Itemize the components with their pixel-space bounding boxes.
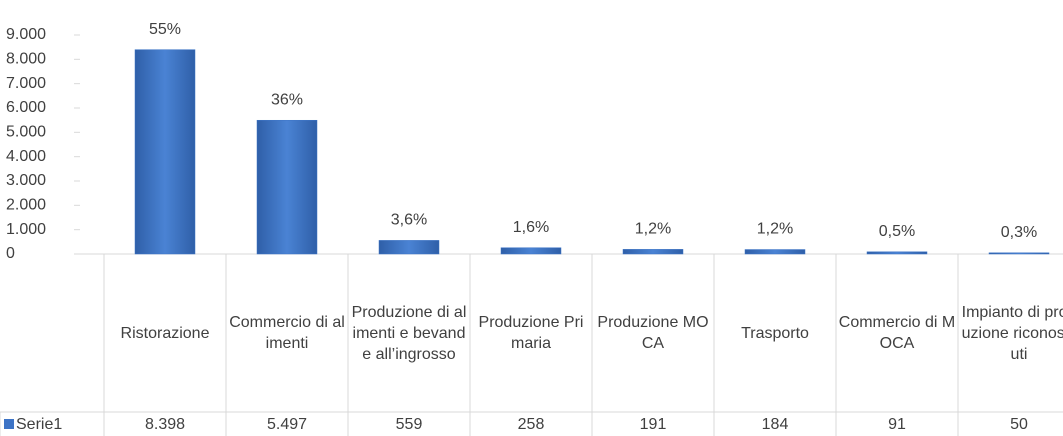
table-value: 8.398 <box>145 416 185 433</box>
percent-label: 55% <box>149 21 181 38</box>
category-label: Ristorazione <box>120 324 210 342</box>
y-tick-label: 9.000 <box>6 26 46 43</box>
category-label: Produzione Primaria <box>478 314 584 352</box>
percent-label: 0,3% <box>1001 224 1037 241</box>
category-label: Produzione di alimenti e bevande all’ing… <box>351 303 467 363</box>
bar <box>500 247 562 255</box>
table-value: 91 <box>888 416 906 433</box>
table-value: 191 <box>640 416 667 433</box>
category-label: Produzione MOCA <box>597 314 709 352</box>
percent-label: 36% <box>271 91 303 108</box>
y-tick-label: 3.000 <box>6 172 46 189</box>
bar <box>988 252 1050 255</box>
category-label: Trasporto <box>741 324 809 342</box>
category-label: Commercio di alimenti <box>229 314 345 352</box>
percent-label: 1,6% <box>513 219 549 236</box>
y-tick-label: 7.000 <box>6 75 46 92</box>
table-value: 258 <box>518 416 545 433</box>
bar <box>256 119 318 255</box>
y-tick-label: 4.000 <box>6 148 46 165</box>
category-label: Impianto di produzione riconosciuti <box>961 303 1063 363</box>
y-tick-label: 8.000 <box>6 51 46 68</box>
y-tick-label: 0 <box>6 245 15 262</box>
table-value: 5.497 <box>267 416 307 433</box>
y-tick-label: 5.000 <box>6 124 46 141</box>
percent-label: 1,2% <box>635 221 671 238</box>
percent-label: 1,2% <box>757 221 793 238</box>
percent-label: 3,6% <box>391 212 427 229</box>
y-tick-label: 6.000 <box>6 99 46 116</box>
bar <box>744 249 806 255</box>
bar <box>378 240 440 255</box>
table-value: 559 <box>396 416 423 433</box>
legend-key <box>4 419 14 429</box>
y-tick-label: 1.000 <box>6 221 46 238</box>
table-value: 184 <box>762 416 789 433</box>
percent-label: 0,5% <box>879 223 915 240</box>
legend-label: Serie1 <box>16 416 62 433</box>
bar <box>866 251 928 255</box>
category-label: Commercio di MOCA <box>838 314 956 352</box>
bar <box>622 249 684 255</box>
bar <box>134 49 196 255</box>
table-value: 50 <box>1010 416 1028 433</box>
y-tick-label: 2.000 <box>6 197 46 214</box>
